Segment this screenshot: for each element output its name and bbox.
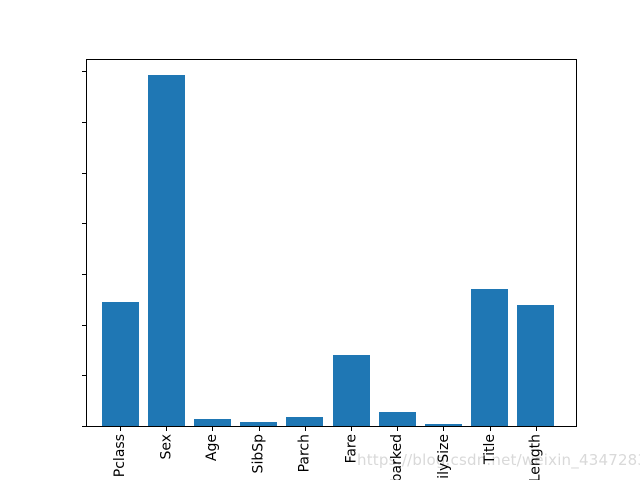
y-tick-mark [82,71,86,73]
x-tick-mark [120,427,121,431]
bar-pclass [101,301,139,426]
y-tick-mark [82,121,86,123]
x-tick-mark [443,427,445,431]
x-tick-mark [351,427,352,431]
bar-familysize [424,423,462,426]
x-tick-label-fare: Fare [343,433,359,463]
y-tick-mark [82,273,86,275]
csdn-watermark: https://blog.csdn.net/weixin_43472830 [357,451,640,469]
x-tick-mark [258,427,260,431]
y-tick-mark [82,172,86,174]
bar-namelength [517,305,555,426]
bar-age [193,419,231,426]
x-tick-label-pclass: Pclass [112,433,128,477]
x-tick-mark [166,427,168,431]
x-tick-mark [489,427,491,431]
x-tick-mark [212,427,214,431]
bar-sex [147,74,185,426]
x-tick-label-sex: Sex [158,433,175,460]
x-tick-mark [304,427,306,431]
x-tick-mark [535,427,537,431]
y-tick-mark [82,426,86,427]
y-tick-mark [82,324,86,326]
x-tick-label-sibsp: SibSp [250,433,267,473]
bar-parch [286,417,324,426]
x-tick-label-embarked: Embarked [389,433,406,480]
x-tick-label-title: Title [481,433,498,464]
y-tick-mark [82,223,86,225]
y-tick-mark [82,375,86,377]
x-tick-mark [397,427,399,431]
x-tick-label-familysize: FamilySize [435,433,452,480]
x-tick-label-namelength: NameLength [527,433,544,480]
bar-sibsp [240,422,278,426]
x-tick-label-parch: Parch [296,433,313,472]
bar-title [471,288,509,426]
bar-embarked [378,411,416,426]
bar-fare [332,354,370,426]
x-tick-label-age: Age [204,433,221,461]
